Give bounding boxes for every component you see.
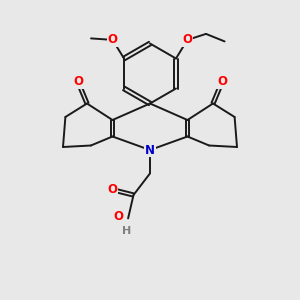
- Text: O: O: [107, 183, 117, 196]
- Text: O: O: [217, 75, 227, 88]
- Text: H: H: [122, 226, 131, 236]
- Text: O: O: [113, 210, 124, 224]
- Text: O: O: [73, 75, 83, 88]
- Text: O: O: [182, 33, 192, 46]
- Text: N: N: [145, 143, 155, 157]
- Text: O: O: [108, 33, 118, 46]
